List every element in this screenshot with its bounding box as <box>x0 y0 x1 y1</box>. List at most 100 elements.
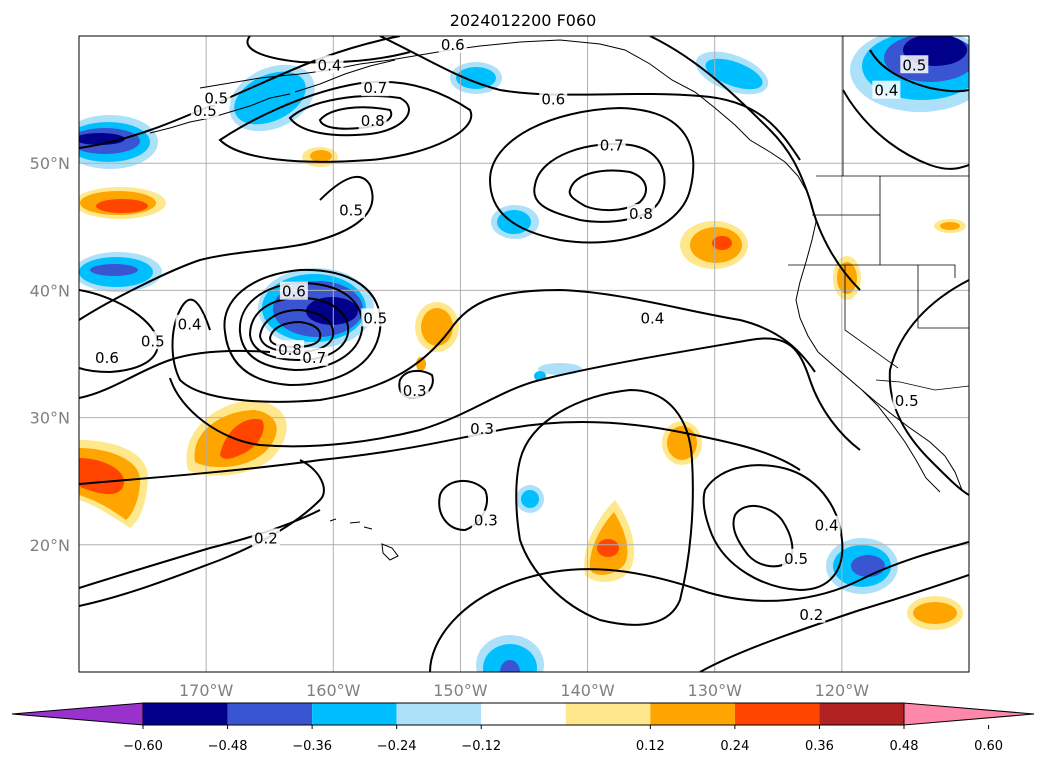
contour-line <box>169 337 861 451</box>
map-title: 2024012200 F060 <box>450 11 597 30</box>
anomaly-negative-small-24n <box>516 485 544 513</box>
map-frame <box>78 35 970 673</box>
contour-label: 0.4 <box>315 55 344 74</box>
contour-line <box>649 36 861 291</box>
contour-label-text: 0.3 <box>403 382 427 400</box>
contour-label: 0.4 <box>638 308 667 327</box>
colorbar-bin <box>227 703 313 725</box>
contour-label-text: 0.5 <box>141 332 165 350</box>
colorbar-bin <box>143 703 228 725</box>
contour-line <box>79 509 321 589</box>
latitude-tick-label: 50°N <box>30 154 70 173</box>
contour-label-text: 0.4 <box>874 82 898 100</box>
contour-label: 0.4 <box>872 80 901 100</box>
contour-label: 0.3 <box>468 419 497 438</box>
latitude-tick-label: 40°N <box>30 281 70 300</box>
aleutian-islands <box>149 59 396 134</box>
contour-line <box>218 80 473 163</box>
contour-label: 0.7 <box>300 347 329 367</box>
colorbar-tick-label: −0.48 <box>208 739 248 754</box>
anomaly-negative-central-low <box>258 268 374 348</box>
contour-line <box>223 268 382 387</box>
contour-line <box>842 89 969 170</box>
anomaly-negative-18n-118w <box>826 538 898 594</box>
contour-line <box>699 574 969 672</box>
longitude-tick-label: 140°W <box>560 681 615 700</box>
contour-label-text: 0.8 <box>361 112 385 130</box>
longitude-tick-label: 120°W <box>815 681 870 700</box>
colorbar-under-extension <box>11 702 144 726</box>
contour-line <box>246 36 411 64</box>
contour-label: 0.5 <box>782 548 811 568</box>
contour-label-text: 0.7 <box>363 79 387 97</box>
contour-label-text: 0.5 <box>895 392 919 410</box>
longitude-tick-label: 150°W <box>433 681 488 700</box>
contour-label: 0.8 <box>276 340 305 359</box>
longitude-tick-label: 130°W <box>688 681 743 700</box>
contour-label-text: 0.8 <box>629 205 653 223</box>
contour-label-text: 0.6 <box>282 283 306 301</box>
contour-label-text: 0.6 <box>541 91 565 109</box>
contour-label: 0.8 <box>626 204 655 223</box>
anomaly-positive-32n-132w <box>662 421 702 465</box>
anomaly-positive-47n-113w <box>934 219 966 233</box>
gridlines <box>79 36 969 672</box>
baja-peninsula <box>861 389 963 493</box>
colorbar-tick-label: 0.12 <box>636 739 665 754</box>
coastlines <box>149 39 963 561</box>
anomaly-positive-47n <box>79 187 166 219</box>
colorbar-tick-label: −0.36 <box>292 739 332 754</box>
colorbar-tick-label: −0.60 <box>123 739 163 754</box>
contour-line <box>888 279 969 496</box>
contour-label: 0.7 <box>361 78 390 97</box>
contour-label: 0.5 <box>361 308 390 327</box>
contour-label: 0.6 <box>438 36 467 54</box>
contour-label-text: 0.8 <box>278 341 302 359</box>
contour-label-text: 0.4 <box>815 517 839 535</box>
contour-label: 0.2 <box>797 604 826 624</box>
contour-labels: 0.40.60.70.80.50.60.70.80.50.50.40.50.60… <box>92 36 929 624</box>
contour-line <box>171 288 816 403</box>
california-coast <box>817 351 946 457</box>
contour-line <box>379 36 801 161</box>
border-us-mexico <box>875 379 969 391</box>
contour-label-text: 0.5 <box>784 550 808 568</box>
contour-line <box>568 169 647 212</box>
contour-label-text: 0.5 <box>363 309 387 327</box>
contour-label-text: 0.4 <box>178 316 202 334</box>
colorbar-over-extension <box>903 702 1035 726</box>
colorbar-bin <box>650 703 735 725</box>
anomaly-positive-30n-165w <box>186 400 287 476</box>
alaska-coast <box>199 39 771 153</box>
colorbar-tick-label: 0.24 <box>720 739 749 754</box>
hawaiian-islands <box>329 518 399 561</box>
washington-oregon-coast <box>795 221 819 353</box>
colorbar-tick-label: 0.36 <box>805 739 834 754</box>
anomaly-negative-panhandle <box>695 51 769 95</box>
contour-label: 0.5 <box>138 331 167 350</box>
contour-label: 0.5 <box>892 391 921 410</box>
contour-label-text: 0.5 <box>339 201 363 219</box>
contour-line <box>533 143 666 223</box>
contour-label-text: 0.2 <box>254 529 278 547</box>
contour-label-text: 0.7 <box>600 136 624 154</box>
colorbar: −0.60 −0.48 −0.36 −0.24 −0.12 0.12 0.24 0.36 0.4… <box>11 702 1035 754</box>
colorbar-tick-label: 0.60 <box>974 739 1003 754</box>
anomaly-positive-15n-113w <box>907 596 963 630</box>
contour-line <box>79 36 401 149</box>
contour-line <box>429 541 969 672</box>
contour-label: 0.5 <box>337 200 366 219</box>
longitude-tick-labels: 170°W 160°W 150°W 140°W 130°W 120°W <box>179 681 869 700</box>
contour-line <box>79 289 160 374</box>
contour-label-text: 0.5 <box>902 56 926 74</box>
anomaly-negative-left-edge <box>79 115 158 169</box>
anomaly-negative-bottom <box>476 635 544 672</box>
colorbar-bin <box>734 703 820 725</box>
anomaly-negative-42n <box>79 252 162 292</box>
contour-label-text: 0.5 <box>204 89 228 107</box>
contour-label: 0.8 <box>358 111 387 130</box>
anomaly-positive-20n-141w <box>584 500 635 582</box>
latitude-tick-label: 30°N <box>30 409 70 428</box>
contour-label: 0.2 <box>251 528 280 547</box>
